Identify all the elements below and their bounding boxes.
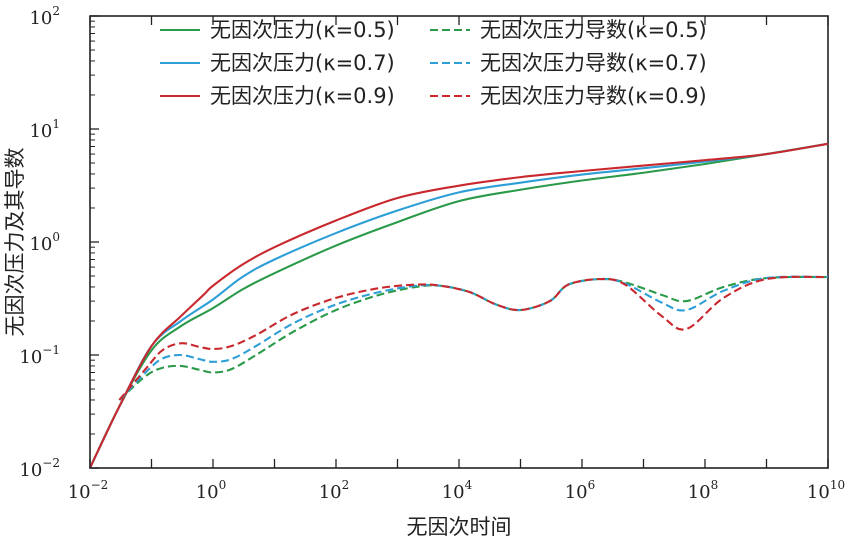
series-line (89, 142, 829, 469)
x-tick-label: 106 (565, 478, 596, 503)
legend-label: 无因次压力导数(κ=0.7) (480, 51, 707, 75)
x-tick-label: 102 (319, 478, 350, 503)
x-tick-label: 108 (688, 478, 719, 503)
series-line (118, 275, 829, 401)
y-tick-label: 10−2 (19, 456, 60, 481)
legend-label: 无因次压力(κ=0.7) (210, 51, 395, 75)
legend-label: 无因次压力导数(κ=0.5) (480, 18, 707, 42)
plot-frame (89, 15, 829, 469)
x-axis-label: 无因次时间 (407, 515, 512, 539)
x-tick-label: 10−2 (68, 478, 109, 503)
legend-label: 无因次压力(κ=0.5) (210, 18, 395, 42)
x-tick-label: 100 (196, 478, 227, 503)
y-axis: 10−2 10−1 100 101 102 (19, 4, 99, 481)
y-tick-label: 10−1 (19, 343, 60, 368)
legend-label: 无因次压力(κ=0.9) (210, 84, 395, 108)
legend-label: 无因次压力导数(κ=0.9) (480, 84, 707, 108)
y-tick-label: 101 (29, 117, 60, 142)
series-line (89, 142, 829, 469)
series-layer (89, 142, 829, 469)
x-tick-label: 1010 (807, 478, 845, 503)
series-line (89, 142, 829, 469)
series-line (118, 275, 829, 401)
series-line (118, 275, 829, 401)
legend: 无因次压力(κ=0.5) 无因次压力(κ=0.7) 无因次压力(κ=0.9) 无因次压… (160, 18, 707, 108)
y-tick-label: 102 (29, 4, 60, 29)
x-tick-label: 104 (442, 478, 473, 503)
plot-area (89, 15, 829, 469)
y-axis-label: 无因次压力及其导数 (3, 148, 27, 337)
x-axis: 10−2 100 102 104 106 108 1010 (68, 16, 845, 503)
y-tick-label: 100 (29, 230, 60, 255)
